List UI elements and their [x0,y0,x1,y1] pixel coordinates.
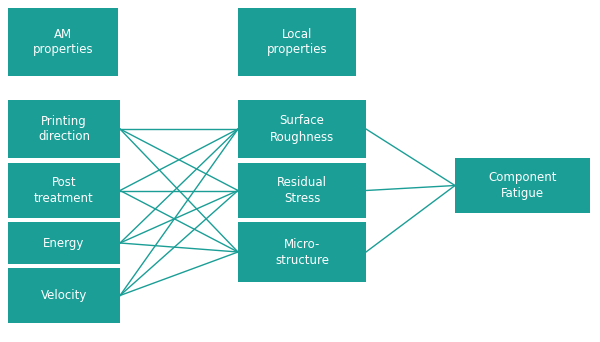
Text: Surface
Roughness: Surface Roughness [270,115,334,144]
Text: AM
properties: AM properties [32,27,94,56]
FancyBboxPatch shape [455,158,590,213]
FancyBboxPatch shape [238,163,366,218]
FancyBboxPatch shape [8,222,120,264]
Text: Local
properties: Local properties [266,27,328,56]
Text: Velocity: Velocity [41,289,87,302]
FancyBboxPatch shape [238,222,366,282]
Text: Post
treatment: Post treatment [34,176,94,205]
FancyBboxPatch shape [8,268,120,323]
FancyBboxPatch shape [8,8,118,76]
FancyBboxPatch shape [8,163,120,218]
Text: Component
Fatigue: Component Fatigue [488,171,557,200]
Text: Energy: Energy [43,237,85,250]
FancyBboxPatch shape [238,100,366,158]
FancyBboxPatch shape [8,100,120,158]
FancyBboxPatch shape [238,8,356,76]
Text: Micro-
structure: Micro- structure [275,237,329,266]
Text: Residual
Stress: Residual Stress [277,176,327,205]
Text: Printing
direction: Printing direction [38,115,90,144]
